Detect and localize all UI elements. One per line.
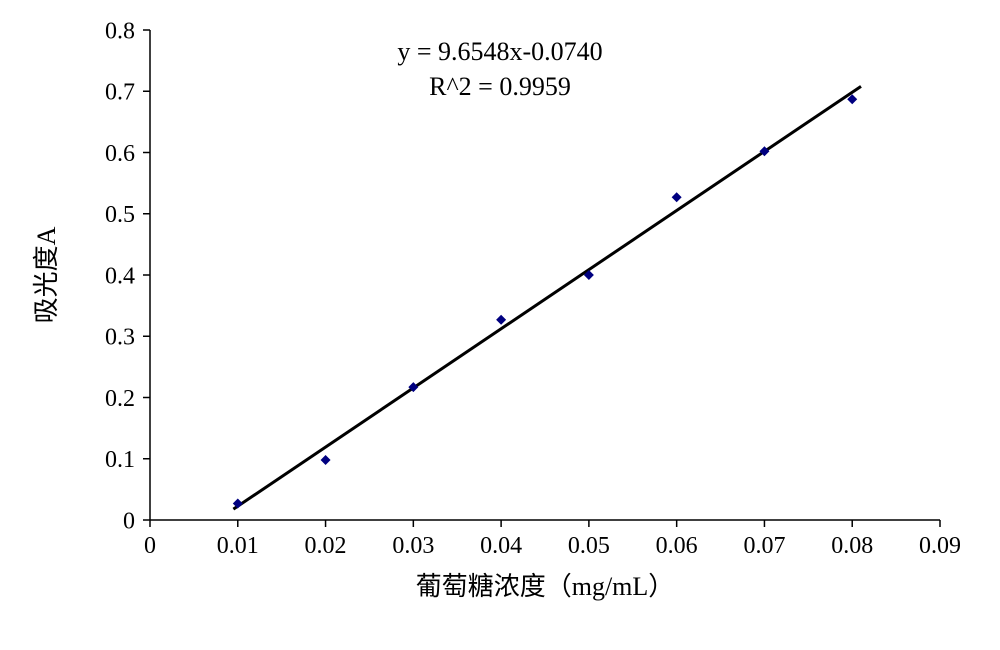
- y-tick-label: 0.4: [105, 263, 135, 289]
- equation-line2: R^2 = 0.9959: [429, 72, 571, 101]
- y-tick-label: 0.3: [105, 325, 135, 351]
- x-tick-label: 0.09: [919, 533, 961, 559]
- equation-line1: y = 9.6548x-0.0740: [397, 37, 602, 66]
- x-tick-label: 0.01: [217, 533, 259, 559]
- y-tick-label: 0.5: [105, 202, 135, 228]
- data-point: [321, 455, 331, 465]
- y-tick-label: 0.2: [105, 386, 135, 412]
- x-tick-label: 0.05: [568, 533, 610, 559]
- chart-container: 0 0.01 0.02 0.03 0.04 0.05 0.06 0.07 0.08 0.09 0 0.…: [0, 0, 1000, 650]
- y-tick-label: 0.7: [105, 80, 135, 106]
- y-tick-label: 0.8: [105, 18, 135, 44]
- data-point: [496, 315, 506, 325]
- y-axis-label: 吸光度A: [32, 226, 61, 323]
- y-tick-label: 0.1: [105, 447, 135, 473]
- x-tick-label: 0.06: [656, 533, 698, 559]
- x-tick-label: 0.08: [831, 533, 873, 559]
- y-tick-label: 0.6: [105, 141, 135, 167]
- x-tick-label: 0: [144, 533, 156, 559]
- x-tick-label: 0.03: [392, 533, 434, 559]
- scatter-chart: 0 0.01 0.02 0.03 0.04 0.05 0.06 0.07 0.08 0.09 0 0.…: [0, 0, 1000, 650]
- x-tick-label: 0.02: [305, 533, 347, 559]
- data-point: [672, 192, 682, 202]
- x-tick-label: 0.04: [480, 533, 522, 559]
- x-tick-label: 0.07: [743, 533, 785, 559]
- y-tick-label: 0: [123, 508, 135, 534]
- x-axis-label: 葡萄糖浓度（mg/mL）: [416, 572, 675, 601]
